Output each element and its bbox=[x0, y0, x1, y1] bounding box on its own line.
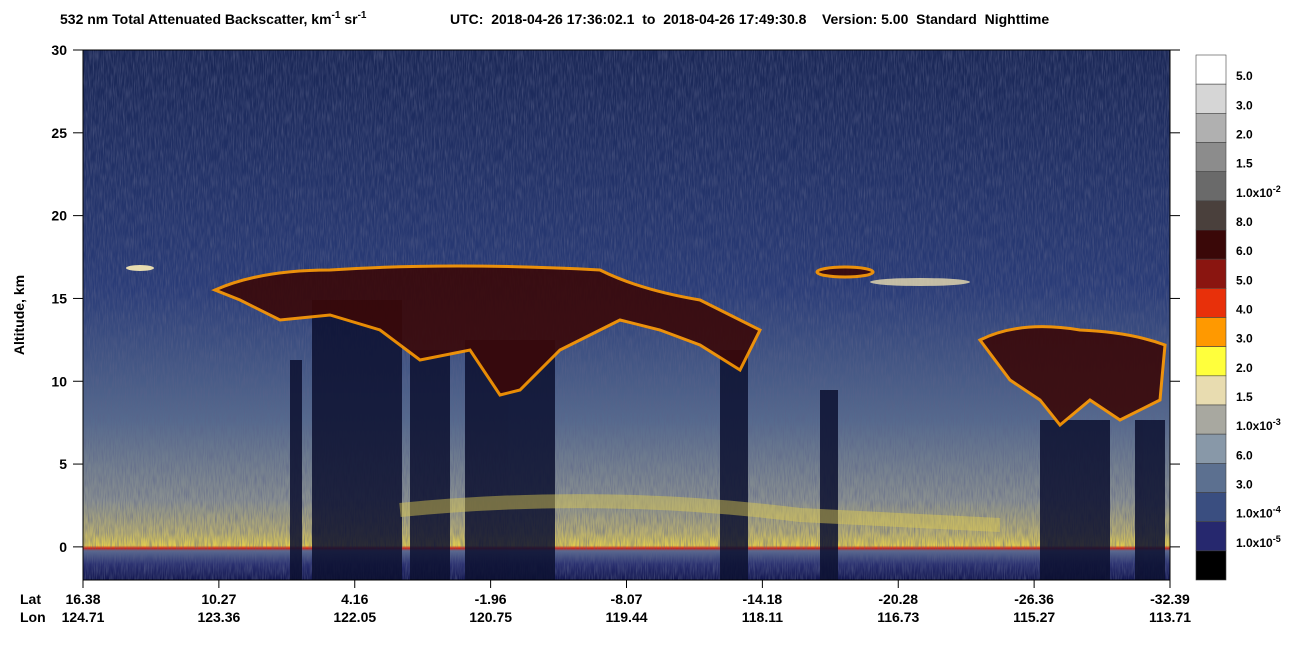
colorbar-label-text: 5.0 bbox=[1236, 273, 1253, 287]
x-tick-label: 16.38 bbox=[65, 591, 100, 607]
colorbar-label-exp: -4 bbox=[1273, 505, 1281, 515]
x-tick-label: 122.05 bbox=[333, 609, 376, 625]
colorbar-label: 5.0 bbox=[1236, 69, 1253, 83]
colorbar-label: 2.0 bbox=[1236, 361, 1253, 375]
x-tick-label: 118.11 bbox=[742, 609, 783, 625]
colorbar-label: 2.0 bbox=[1236, 128, 1253, 142]
y-tick-label: 25 bbox=[51, 125, 67, 141]
colorbar-label: 4.0 bbox=[1236, 303, 1253, 317]
colorbar-swatch bbox=[1195, 229, 1227, 260]
colorbar-swatch bbox=[1195, 54, 1227, 85]
colorbar-label: 1.5 bbox=[1236, 157, 1253, 171]
colorbar-label-text: 1.0x10 bbox=[1236, 536, 1273, 550]
colorbar-label: 8.0 bbox=[1236, 215, 1253, 229]
colorbar-label: 1.0x10-2 bbox=[1236, 184, 1281, 200]
x-row-label: Lat bbox=[20, 591, 41, 607]
y-tick-label: 30 bbox=[51, 42, 67, 58]
colorbar-swatch bbox=[1195, 404, 1227, 435]
colorbar-label-text: 1.0x10 bbox=[1236, 507, 1273, 521]
colorbar-label-exp: -2 bbox=[1273, 184, 1281, 194]
y-tick-label: 5 bbox=[59, 456, 67, 472]
colorbar-label: 6.0 bbox=[1236, 244, 1253, 258]
colorbar-label: 6.0 bbox=[1236, 448, 1253, 462]
colorbar-label-text: 3.0 bbox=[1236, 98, 1253, 112]
colorbar-label-text: 4.0 bbox=[1236, 303, 1253, 317]
colorbar-label: 1.0x10-4 bbox=[1236, 505, 1281, 521]
x-tick-label: 115.27 bbox=[1013, 609, 1055, 625]
colorbar-label-exp: -3 bbox=[1273, 417, 1281, 427]
y-tick-label: 0 bbox=[59, 539, 67, 555]
x-tick-label: -14.18 bbox=[743, 591, 783, 607]
colorbar-swatch bbox=[1195, 171, 1227, 202]
colorbar-label-text: 3.0 bbox=[1236, 332, 1253, 346]
colorbar-swatch bbox=[1195, 142, 1227, 172]
chart-title: 532 nm Total Attenuated Backscatter, km-… bbox=[60, 10, 367, 27]
colorbar-label: 1.5 bbox=[1236, 390, 1253, 404]
colorbar-swatch bbox=[1195, 550, 1227, 581]
colorbar-label-text: 1.0x10 bbox=[1236, 419, 1273, 433]
y-tick-label: 15 bbox=[51, 290, 67, 306]
colorbar-label-text: 2.0 bbox=[1236, 128, 1253, 142]
x-tick-label: -32.39 bbox=[1150, 591, 1190, 607]
colorbar-label-text: 6.0 bbox=[1236, 448, 1253, 462]
colorbar-label: 3.0 bbox=[1236, 478, 1253, 492]
x-tick-label: 113.71 bbox=[1149, 609, 1191, 625]
colorbar-swatch bbox=[1195, 113, 1227, 143]
colorbar-swatch bbox=[1195, 288, 1227, 318]
y-tick-label: 20 bbox=[51, 208, 67, 224]
colorbar-label-text: 5.0 bbox=[1236, 69, 1253, 83]
x-tick-label: 123.36 bbox=[197, 609, 240, 625]
colorbar-label-text: 2.0 bbox=[1236, 361, 1253, 375]
backscatter-image bbox=[83, 50, 1170, 580]
x-tick-label: 4.16 bbox=[341, 591, 368, 607]
title-mid: sr bbox=[340, 11, 358, 27]
colorbar-swatch bbox=[1195, 463, 1227, 493]
y-axis-label: Altitude, km bbox=[11, 275, 27, 355]
colorbar-swatch bbox=[1195, 521, 1227, 552]
colorbar-label: 3.0 bbox=[1236, 98, 1253, 112]
colorbar-swatch bbox=[1195, 317, 1227, 347]
x-tick-label: -26.36 bbox=[1014, 591, 1054, 607]
x-tick-label: -1.96 bbox=[475, 591, 507, 607]
colorbar-label: 3.0 bbox=[1236, 332, 1253, 346]
x-tick-label: 119.44 bbox=[605, 609, 647, 625]
colorbar-label-text: 1.5 bbox=[1236, 390, 1253, 404]
x-tick-label: 116.73 bbox=[877, 609, 919, 625]
colorbar-swatch bbox=[1195, 258, 1227, 289]
y-tick-label: 10 bbox=[51, 373, 67, 389]
colorbar-swatch bbox=[1195, 200, 1227, 231]
colorbar-swatch bbox=[1195, 375, 1227, 406]
colorbar-label: 1.0x10-5 bbox=[1236, 534, 1281, 550]
colorbar-swatch bbox=[1195, 346, 1227, 377]
x-tick-label: 10.27 bbox=[201, 591, 236, 607]
colorbar-label: 1.0x10-3 bbox=[1236, 417, 1281, 433]
x-tick-label: 124.71 bbox=[62, 609, 105, 625]
title-sup: -1 bbox=[332, 10, 341, 21]
colorbar-swatch bbox=[1195, 83, 1227, 114]
chart-subtitle: UTC: 2018-04-26 17:36:02.1 to 2018-04-26… bbox=[450, 11, 1049, 27]
colorbar-label-text: 8.0 bbox=[1236, 215, 1253, 229]
colorbar-label-text: 1.5 bbox=[1236, 157, 1253, 171]
x-tick-label: 120.75 bbox=[469, 609, 512, 625]
x-row-label: Lon bbox=[20, 609, 46, 625]
title-main: 532 nm Total Attenuated Backscatter, km bbox=[60, 11, 332, 27]
colorbar-label-text: 6.0 bbox=[1236, 244, 1253, 258]
colorbar-label: 5.0 bbox=[1236, 273, 1253, 287]
title-sup: -1 bbox=[358, 10, 367, 21]
colorbar-label-text: 3.0 bbox=[1236, 478, 1253, 492]
colorbar-swatch bbox=[1195, 492, 1227, 522]
colorbar-label-text: 1.0x10 bbox=[1236, 186, 1273, 200]
x-tick-label: -20.28 bbox=[878, 591, 918, 607]
colorbar-swatch bbox=[1195, 433, 1227, 464]
x-tick-label: -8.07 bbox=[611, 591, 643, 607]
colorbar-label-exp: -5 bbox=[1273, 534, 1281, 544]
